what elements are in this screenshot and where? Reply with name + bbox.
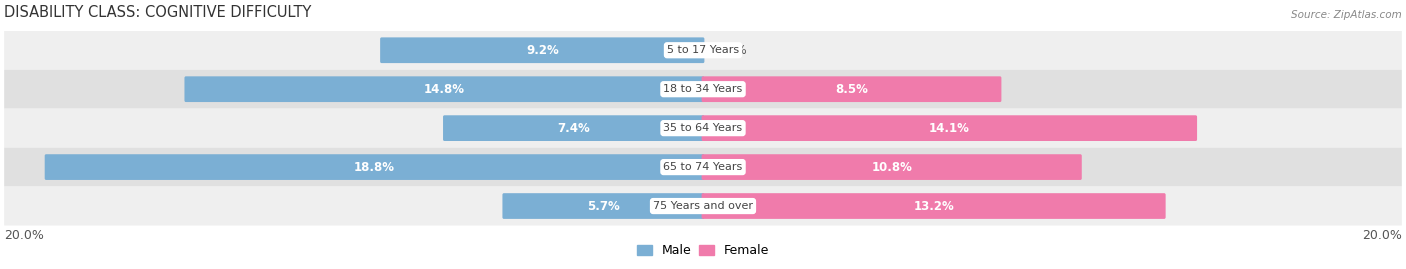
Text: 18.8%: 18.8% — [354, 161, 395, 174]
Text: 35 to 64 Years: 35 to 64 Years — [664, 123, 742, 133]
FancyBboxPatch shape — [4, 70, 1402, 109]
Text: 20.0%: 20.0% — [4, 229, 44, 242]
FancyBboxPatch shape — [702, 154, 1081, 180]
FancyBboxPatch shape — [702, 193, 1166, 219]
Text: 0.0%: 0.0% — [717, 44, 747, 57]
FancyBboxPatch shape — [45, 154, 704, 180]
Text: 13.2%: 13.2% — [914, 200, 955, 213]
Text: 5 to 17 Years: 5 to 17 Years — [666, 45, 740, 55]
FancyBboxPatch shape — [4, 31, 1402, 70]
Text: DISABILITY CLASS: COGNITIVE DIFFICULTY: DISABILITY CLASS: COGNITIVE DIFFICULTY — [4, 5, 312, 20]
FancyBboxPatch shape — [702, 76, 1001, 102]
Text: 5.7%: 5.7% — [588, 200, 620, 213]
FancyBboxPatch shape — [443, 115, 704, 141]
FancyBboxPatch shape — [4, 109, 1402, 148]
Text: 7.4%: 7.4% — [557, 122, 591, 135]
Text: 8.5%: 8.5% — [835, 83, 868, 96]
FancyBboxPatch shape — [702, 115, 1197, 141]
FancyBboxPatch shape — [502, 193, 704, 219]
FancyBboxPatch shape — [380, 37, 704, 63]
FancyBboxPatch shape — [184, 76, 704, 102]
Text: 75 Years and over: 75 Years and over — [652, 201, 754, 211]
Text: 20.0%: 20.0% — [1362, 229, 1402, 242]
Text: 14.1%: 14.1% — [929, 122, 970, 135]
Legend: Male, Female: Male, Female — [631, 239, 775, 262]
Text: 9.2%: 9.2% — [526, 44, 558, 57]
Text: Source: ZipAtlas.com: Source: ZipAtlas.com — [1291, 10, 1402, 20]
FancyBboxPatch shape — [4, 187, 1402, 225]
Text: 10.8%: 10.8% — [872, 161, 912, 174]
Text: 65 to 74 Years: 65 to 74 Years — [664, 162, 742, 172]
Text: 18 to 34 Years: 18 to 34 Years — [664, 84, 742, 94]
Text: 14.8%: 14.8% — [425, 83, 465, 96]
FancyBboxPatch shape — [4, 148, 1402, 187]
